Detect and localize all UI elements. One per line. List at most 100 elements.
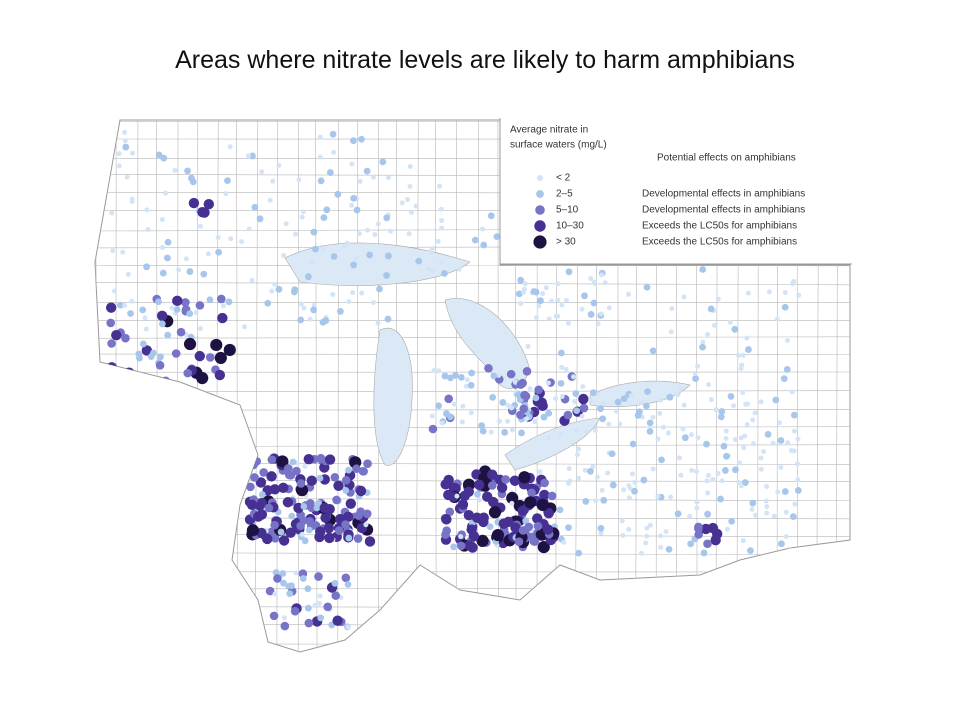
site-dot: [319, 318, 327, 326]
site-dot: [774, 316, 780, 322]
site-dot: [744, 335, 750, 341]
site-dot: [246, 499, 258, 510]
site-dot: [181, 298, 190, 307]
site-dot: [567, 478, 573, 484]
site-dot: [164, 238, 172, 246]
site-dot: [242, 324, 248, 330]
site-dot: [459, 490, 470, 502]
site-dot: [264, 299, 272, 307]
site-dot: [155, 298, 162, 306]
site-dot: [731, 403, 737, 409]
site-dot: [732, 437, 738, 443]
site-dot: [353, 206, 361, 214]
site-dot: [281, 252, 287, 258]
site-dot: [297, 316, 305, 324]
site-dot: [350, 261, 358, 269]
site-dot: [155, 361, 165, 370]
county-line: [497, 120, 499, 652]
site-dot: [638, 400, 644, 406]
site-dot: [632, 479, 638, 485]
lake-michigan: [373, 327, 413, 466]
site-dot: [530, 288, 538, 295]
site-dot: [415, 257, 423, 265]
site-dot: [281, 615, 287, 621]
site-dot: [296, 479, 306, 488]
site-dot: [587, 467, 594, 475]
site-dot: [796, 292, 802, 298]
site-dot: [525, 343, 531, 349]
site-dot: [643, 283, 651, 291]
site-dot: [139, 340, 147, 348]
site-dot: [516, 380, 526, 389]
site-dot: [558, 432, 564, 438]
site-dot: [431, 368, 437, 374]
site-dot: [363, 167, 371, 175]
site-dot: [727, 319, 733, 325]
site-dot: [341, 573, 351, 583]
site-dot: [350, 137, 357, 145]
site-dot: [143, 263, 151, 271]
site-dot: [783, 509, 789, 515]
site-dot: [358, 135, 365, 143]
site-dot: [740, 390, 746, 396]
site-dot: [770, 440, 776, 446]
site-dot: [330, 291, 336, 297]
site-dot: [626, 526, 632, 532]
site-dot: [471, 236, 479, 244]
site-dot: [441, 530, 450, 539]
site-dot: [650, 414, 656, 420]
site-dot: [436, 368, 442, 374]
lake-superior: [284, 242, 471, 286]
site-dot: [630, 471, 636, 477]
site-dot: [456, 266, 462, 272]
site-dot: [310, 228, 318, 236]
site-dot: [280, 621, 290, 631]
site-dot: [357, 178, 363, 184]
site-dot: [788, 448, 794, 454]
site-dot: [116, 151, 122, 157]
site-dot: [582, 498, 590, 505]
site-dot: [317, 177, 325, 185]
site-dot: [467, 381, 475, 389]
site-dot: [353, 534, 363, 543]
site-dot: [715, 470, 721, 476]
site-dot: [665, 545, 673, 553]
site-dot: [707, 305, 715, 313]
site-dot: [214, 351, 227, 365]
site-dot: [666, 393, 674, 401]
site-dot: [324, 532, 335, 544]
site-dot: [649, 347, 657, 355]
site-dot: [669, 306, 675, 312]
site-dot: [428, 424, 438, 434]
site-dot: [509, 405, 515, 411]
site-dot: [279, 570, 287, 577]
site-dot: [120, 249, 126, 255]
site-dot: [638, 550, 644, 556]
site-dot: [189, 178, 197, 186]
site-dot: [309, 259, 315, 265]
county-line: [315, 120, 318, 652]
site-dot: [407, 164, 413, 170]
site-dot: [655, 436, 661, 442]
legend-swatch: [534, 220, 546, 232]
site-dot: [176, 327, 186, 337]
site-dot: [565, 268, 573, 276]
site-dot: [299, 531, 305, 537]
site-dot: [680, 426, 686, 432]
site-dot: [644, 525, 650, 531]
site-dot: [288, 582, 295, 590]
site-dot: [264, 503, 274, 513]
site-dot: [546, 434, 552, 440]
site-dot: [306, 475, 317, 486]
site-dot: [225, 298, 233, 306]
site-dot: [124, 174, 130, 180]
site-dot: [727, 393, 735, 400]
site-dot: [480, 241, 488, 249]
site-dot: [524, 522, 533, 532]
site-dot: [363, 459, 372, 469]
site-dot: [563, 410, 573, 420]
site-dot: [555, 297, 561, 303]
site-dot: [626, 291, 632, 297]
site-dot: [370, 299, 376, 305]
site-dot: [194, 350, 205, 362]
